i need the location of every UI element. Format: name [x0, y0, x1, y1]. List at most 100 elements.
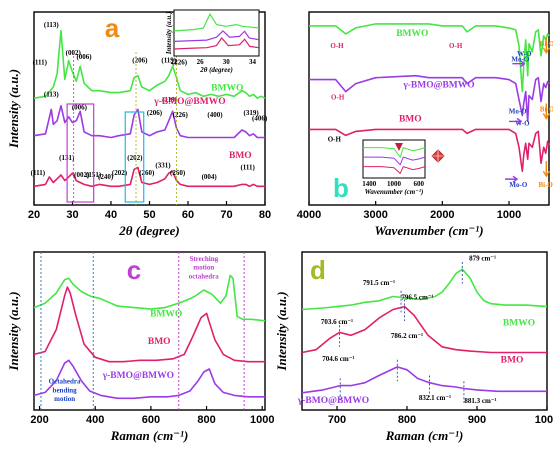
inset-y-axis-label: Intensity (a.u.): [165, 12, 173, 56]
x-tick-label: 400: [86, 414, 104, 426]
x-tick-label: 700: [328, 414, 346, 426]
curve-label: γ-BMO@BMWO: [153, 97, 225, 107]
annotation-label: O-H: [449, 42, 463, 50]
inset-x-tick-label: 600: [414, 180, 425, 188]
annotation-label: (202): [112, 169, 128, 177]
annotation-label: O-H: [330, 42, 344, 50]
panel-letter: c: [127, 255, 141, 285]
annotation-label: W-O: [517, 50, 532, 58]
x-tick-label: 4000: [297, 209, 321, 221]
annotation-label: Bi-O: [538, 181, 553, 189]
x-tick-label: 30: [66, 209, 78, 221]
annotation-label: Mo-O: [509, 181, 527, 189]
inset-series-line-0: [363, 146, 426, 159]
x-tick-label: 2000: [430, 209, 454, 221]
curve-label: BMWO: [150, 309, 182, 319]
annotation-label: 786.2 cm⁻¹: [391, 332, 423, 340]
x-tick-label: 50: [143, 209, 155, 221]
inset-x-axis-label: 2θ (degree): [199, 66, 233, 74]
annotation-label: (119): [162, 96, 177, 104]
curve-label: BMO: [229, 151, 252, 161]
curve-label: BMO: [148, 337, 171, 347]
inset-x-tick-label: 34: [249, 58, 257, 66]
panel-letter: b: [333, 173, 349, 203]
annotation-label: (002): [74, 171, 90, 179]
annotation-label: (400): [207, 111, 223, 119]
annotation-label: bending: [53, 386, 78, 394]
x-tick-label: 800: [197, 414, 215, 426]
highlight-box: [124, 111, 145, 203]
annotation-label: (006): [76, 53, 92, 61]
x-tick-label: 80: [259, 209, 271, 221]
annotation-label: Octahedra: [49, 378, 81, 386]
x-tick-label: 70: [220, 209, 232, 221]
series-line-1: [309, 74, 550, 123]
x-tick-label: 200: [30, 414, 48, 426]
curve-label: BMWO: [396, 29, 428, 39]
x-axis-label: Wavenumber (cm⁻¹): [374, 223, 483, 238]
annotation-label: (240): [98, 173, 114, 181]
series-line-0: [309, 23, 550, 93]
annotation-label: (226): [172, 58, 188, 66]
highlight-box: [66, 103, 95, 203]
x-tick-label: 1000: [535, 414, 553, 426]
panel-c: 200 400 600 800 1000 Raman (cm⁻¹) Intensity (a…: [6, 251, 274, 443]
y-axis-label: Intensity (a.u.): [6, 291, 21, 371]
crystal-icon-detail: [432, 150, 444, 162]
inset-series-line-1: [363, 156, 426, 166]
arrow-icon: [512, 60, 526, 68]
curve-label: BMO: [501, 356, 524, 366]
annotation-label: 881.3 cm⁻¹: [464, 397, 496, 405]
curve-label: γ-BMO@BMWO: [402, 81, 474, 91]
series-line-2: [33, 359, 265, 400]
annotation-label: O-H: [331, 94, 345, 102]
annotation-label: (206): [147, 109, 163, 117]
annotation-label: 832.1 cm⁻¹: [419, 394, 451, 402]
annotation-label: 791.5 cm⁻¹: [363, 279, 395, 287]
annotation-label: (319): [244, 109, 260, 117]
inset-x-axis-label: Wavenumber (cm⁻¹): [365, 188, 424, 196]
inset-x-tick-label: 22: [171, 58, 179, 66]
inset-series-line-0: [173, 12, 260, 32]
annotation-label: Mo-O: [509, 107, 527, 115]
inset-x-tick-label: 26: [197, 58, 205, 66]
plot-frame: [308, 11, 550, 206]
inset-series-line-1: [173, 30, 260, 42]
x-axis-label: 2θ (degree): [118, 223, 180, 238]
y-axis-label: Intensity (a.u.): [274, 291, 289, 371]
x-tick-label: 20: [28, 209, 40, 221]
curve-label: BMO: [399, 114, 422, 124]
marker-icon: [394, 143, 403, 151]
inset-x-tick-label: 30: [223, 58, 231, 66]
curve-label: BMWO: [503, 318, 535, 328]
annotation-label: Mo-O: [511, 56, 529, 64]
plot-frame: [301, 251, 548, 411]
annotation-label: O-H: [328, 135, 342, 143]
annotation-label: (226): [173, 111, 189, 119]
annotation-label: 879 cm⁻¹: [469, 255, 496, 263]
curve-label: BMWO: [211, 84, 243, 94]
annotation-label: motion: [54, 395, 75, 403]
arrow-icon: [542, 37, 550, 55]
arrow-icon: [542, 161, 550, 178]
x-tick-label: 60: [182, 209, 194, 221]
curve-label: γ-BMO@BMWO: [297, 396, 369, 406]
series-line-1: [301, 305, 547, 354]
x-tick-label: 800: [398, 414, 416, 426]
series-line-0: [33, 29, 266, 99]
plot-frame: [33, 251, 266, 411]
annotation-label: (331): [155, 162, 171, 170]
inset-series-line-2: [363, 165, 426, 175]
annotation-label: (111): [31, 169, 46, 177]
x-tick-label: 1000: [497, 209, 521, 221]
annotation-label: (206): [132, 57, 148, 65]
curve-label: γ-BMO@BMWO: [102, 371, 174, 381]
annotation-label: Streching: [189, 255, 218, 263]
annotation-label: (111): [33, 58, 48, 66]
x-tick-label: 40: [105, 209, 117, 221]
series-line-0: [33, 274, 266, 322]
inset-frame: [362, 139, 426, 179]
arrow-icon: [542, 103, 550, 120]
panel-a: 20 30 40 50 60 70 80 2θ (degree) Intensity (a.u.…: [6, 9, 271, 238]
arrow-icon: [509, 117, 523, 125]
